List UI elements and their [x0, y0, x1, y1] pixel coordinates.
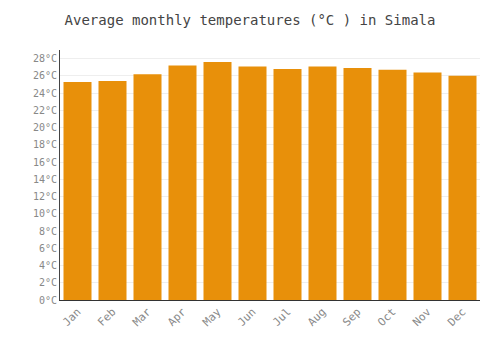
svg-text:Average monthly temperatures (: Average monthly temperatures (°C ) in Si…	[65, 12, 436, 28]
svg-text:22°C: 22°C	[33, 105, 57, 116]
svg-text:16°C: 16°C	[33, 157, 57, 168]
svg-text:6°C: 6°C	[39, 243, 57, 254]
svg-text:12°C: 12°C	[33, 191, 57, 202]
svg-text:Jan: Jan	[60, 306, 83, 329]
svg-text:0°C: 0°C	[39, 295, 57, 306]
svg-text:Jun: Jun	[235, 306, 258, 329]
svg-text:Feb: Feb	[95, 306, 118, 329]
svg-text:2°C: 2°C	[39, 277, 57, 288]
svg-text:18°C: 18°C	[33, 139, 57, 150]
svg-text:14°C: 14°C	[33, 174, 57, 185]
svg-text:Oct: Oct	[375, 306, 398, 329]
svg-text:Apr: Apr	[165, 305, 189, 329]
svg-text:4°C: 4°C	[39, 260, 57, 271]
svg-text:24°C: 24°C	[33, 88, 57, 99]
svg-text:10°C: 10°C	[33, 208, 57, 219]
svg-text:20°C: 20°C	[33, 122, 57, 133]
svg-text:8°C: 8°C	[39, 226, 57, 237]
svg-text:Mar: Mar	[130, 305, 154, 329]
svg-text:Jul: Jul	[270, 306, 293, 329]
svg-text:28°C: 28°C	[33, 53, 57, 64]
svg-text:Nov: Nov	[410, 305, 434, 329]
svg-text:Dec: Dec	[445, 306, 468, 329]
svg-text:26°C: 26°C	[33, 70, 57, 81]
svg-text:Aug: Aug	[305, 306, 328, 329]
svg-text:Sep: Sep	[340, 306, 363, 329]
svg-text:May: May	[200, 305, 224, 329]
